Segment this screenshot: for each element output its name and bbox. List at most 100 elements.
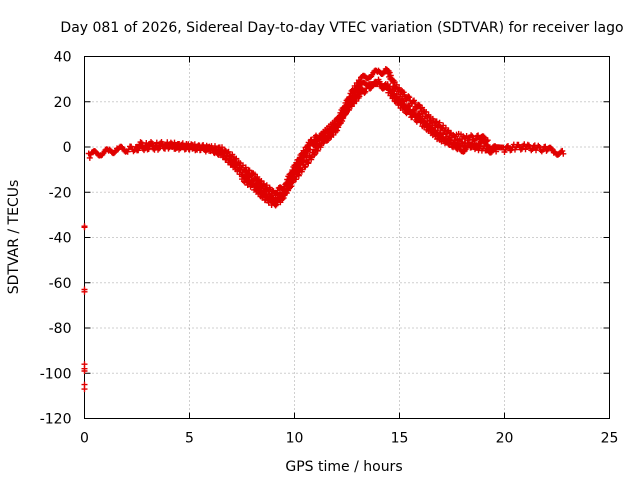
data-point xyxy=(137,139,144,146)
data-point xyxy=(311,137,318,144)
y-tick-label: 20 xyxy=(54,95,72,111)
y-tick-label: -40 xyxy=(49,231,72,247)
data-point xyxy=(221,146,228,153)
grid xyxy=(84,56,610,419)
data-point xyxy=(242,175,249,182)
data-point xyxy=(423,109,430,115)
data-point xyxy=(214,148,221,155)
data-point xyxy=(468,132,475,139)
outlier-point xyxy=(81,368,88,374)
data-point xyxy=(483,138,490,145)
data-point xyxy=(529,146,536,152)
data-point xyxy=(246,178,253,185)
data-point xyxy=(401,105,408,112)
data-point xyxy=(181,144,187,151)
data-point xyxy=(345,107,352,113)
data-point xyxy=(524,141,531,148)
data-point xyxy=(86,154,93,161)
data-point xyxy=(242,164,249,171)
x-tick-label: 5 xyxy=(185,431,194,447)
data-point xyxy=(415,115,422,122)
data-point xyxy=(143,140,150,146)
x-tick-label: 15 xyxy=(391,431,409,447)
data-point xyxy=(386,69,393,76)
data-point xyxy=(288,183,295,190)
y-tick-label: 40 xyxy=(54,50,72,66)
data-point xyxy=(315,135,322,142)
data-point xyxy=(171,139,178,146)
data-point xyxy=(481,143,488,149)
data-points xyxy=(81,66,567,393)
data-point xyxy=(299,153,306,160)
data-point xyxy=(130,148,137,155)
data-point xyxy=(493,148,500,155)
outlier-point xyxy=(81,288,88,295)
outlier-point xyxy=(81,224,88,231)
data-point xyxy=(201,146,208,152)
y-tick-label: -120 xyxy=(40,412,72,428)
data-point xyxy=(155,144,161,151)
data-point xyxy=(273,190,280,197)
y-tick-labels: -120 -100 -80 -60 -40 -20 0 20 40 xyxy=(40,50,72,428)
y-tick-label: -80 xyxy=(49,321,72,337)
data-point xyxy=(454,137,461,144)
data-point xyxy=(433,118,440,125)
data-point xyxy=(401,91,408,98)
data-point xyxy=(393,81,400,88)
data-point xyxy=(405,93,412,100)
data-point xyxy=(212,143,218,150)
data-point xyxy=(343,110,349,117)
y-axis-label: SDTVAR / TECUs xyxy=(6,180,22,295)
data-point xyxy=(411,113,418,120)
x-tick-label: 10 xyxy=(286,431,304,447)
data-point xyxy=(351,88,357,95)
data-point xyxy=(492,145,499,152)
y-tick-label: -100 xyxy=(40,366,72,382)
data-point xyxy=(560,150,567,157)
data-point xyxy=(349,92,356,98)
x-tick-label: 25 xyxy=(601,431,619,447)
data-point xyxy=(419,104,426,111)
data-point xyxy=(411,99,418,106)
outlier-point xyxy=(81,386,88,393)
data-point xyxy=(424,122,431,129)
data-point xyxy=(311,151,318,157)
data-point xyxy=(200,142,207,148)
data-point xyxy=(317,144,324,151)
data-point xyxy=(361,89,368,96)
chart-title: Day 081 of 2026, Sidereal Day-to-day VTE… xyxy=(60,20,623,36)
y-tick-label: -20 xyxy=(49,185,72,201)
data-point xyxy=(314,147,321,154)
data-point xyxy=(439,134,446,141)
data-point xyxy=(415,101,422,108)
data-point xyxy=(384,84,391,90)
axis-ticks xyxy=(84,56,610,419)
data-point xyxy=(405,106,412,113)
data-point xyxy=(290,168,297,175)
y-tick-label: -60 xyxy=(49,276,72,292)
data-point xyxy=(362,88,369,95)
x-axis-label: GPS time / hours xyxy=(285,459,402,475)
data-point xyxy=(233,155,240,162)
data-point xyxy=(272,202,279,209)
data-point xyxy=(280,195,287,201)
data-point xyxy=(296,157,303,164)
data-point xyxy=(279,196,286,203)
data-point xyxy=(559,147,566,154)
data-point xyxy=(420,118,427,125)
x-tick-label: 0 xyxy=(80,431,89,447)
x-tick-labels: 0 5 10 15 20 25 xyxy=(80,431,618,447)
data-point xyxy=(272,191,279,198)
data-point xyxy=(225,148,232,155)
x-tick-label: 20 xyxy=(496,431,514,447)
data-point xyxy=(406,94,413,101)
data-point xyxy=(159,140,166,147)
data-point xyxy=(406,107,413,114)
data-point xyxy=(436,119,443,126)
data-point xyxy=(246,167,253,174)
data-point xyxy=(484,137,491,144)
data-point xyxy=(191,141,198,148)
y-tick-label: 0 xyxy=(63,140,72,156)
data-point xyxy=(469,140,476,147)
